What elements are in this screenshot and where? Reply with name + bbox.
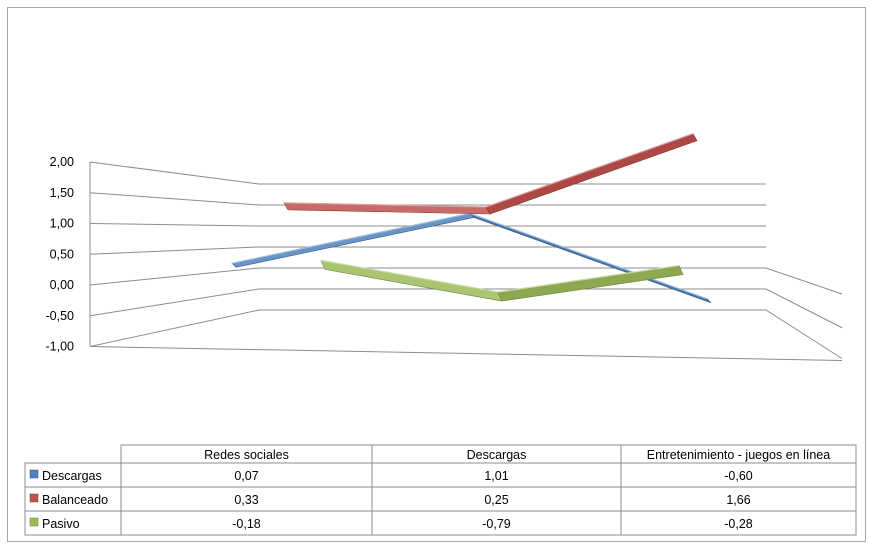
data-value-label: -0,18: [232, 517, 261, 531]
line-segment: [320, 259, 503, 302]
gridline: [89, 223, 766, 227]
series-name-label: Pasivo: [42, 517, 80, 531]
category-label: Redes sociales: [204, 448, 289, 462]
floor-edge: [89, 346, 843, 361]
line-segment: [231, 213, 475, 268]
line-segment: [497, 265, 684, 302]
data-value-label: -0,60: [724, 469, 753, 483]
chart-svg: 2,00 1,50 1,00 0,50 0,00 -0,50 -1,00 Redes soc…: [24, 133, 857, 536]
series-balanceado: [283, 133, 698, 215]
category-label: Descargas: [467, 448, 527, 462]
legend-swatch-descargas: [29, 469, 39, 479]
gridline: [89, 267, 843, 295]
data-value-label: 1,01: [484, 469, 508, 483]
series-name-label: Descargas: [42, 469, 102, 483]
data-table: Redes sociales Descargas Entretenimiento -…: [24, 444, 857, 536]
data-value-label: -0,79: [482, 517, 511, 531]
y-tick-label: 0,50: [50, 247, 74, 261]
gridlines: [89, 161, 843, 361]
series-lines: [231, 133, 712, 304]
data-value-label: 0,07: [234, 469, 258, 483]
y-tick-label: 2,00: [50, 155, 74, 169]
series-name-label: Balanceado: [42, 493, 108, 507]
table-body: [24, 462, 857, 536]
line-highlight: [497, 264, 680, 293]
y-tick-label: -0,50: [46, 309, 75, 323]
line-highlight: [231, 212, 471, 264]
legend-swatch-pasivo: [29, 517, 39, 527]
data-value-label: 0,33: [234, 493, 258, 507]
line-highlight: [283, 202, 487, 208]
gridline: [89, 246, 766, 255]
y-tick-label: -1,00: [46, 340, 75, 354]
data-value-label: 1,66: [726, 493, 750, 507]
data-value-label: 0,25: [484, 493, 508, 507]
line-highlight: [320, 259, 499, 293]
y-tick-label: 1,00: [50, 217, 74, 231]
chart-frame: 2,00 1,50 1,00 0,50 0,00 -0,50 -1,00 Redes soc…: [7, 7, 866, 542]
series-descargas: [231, 212, 712, 304]
series-pasivo: [320, 259, 684, 302]
line-highlight: [469, 212, 708, 300]
y-tick-label: 1,50: [50, 186, 74, 200]
line-highlight: [485, 133, 694, 208]
gridline: [89, 288, 843, 329]
gridline: [89, 161, 766, 185]
data-value-label: -0,28: [724, 517, 753, 531]
gridline: [89, 309, 843, 359]
y-axis-tick-labels: 2,00 1,50 1,00 0,50 0,00 -0,50 -1,00: [46, 155, 75, 354]
line-segment: [485, 133, 698, 215]
y-tick-label: 0,00: [50, 278, 74, 292]
category-label: Entretenimiento - juegos en línea: [647, 448, 830, 462]
gridline: [89, 192, 766, 206]
legend-swatch-balanceado: [29, 493, 39, 503]
